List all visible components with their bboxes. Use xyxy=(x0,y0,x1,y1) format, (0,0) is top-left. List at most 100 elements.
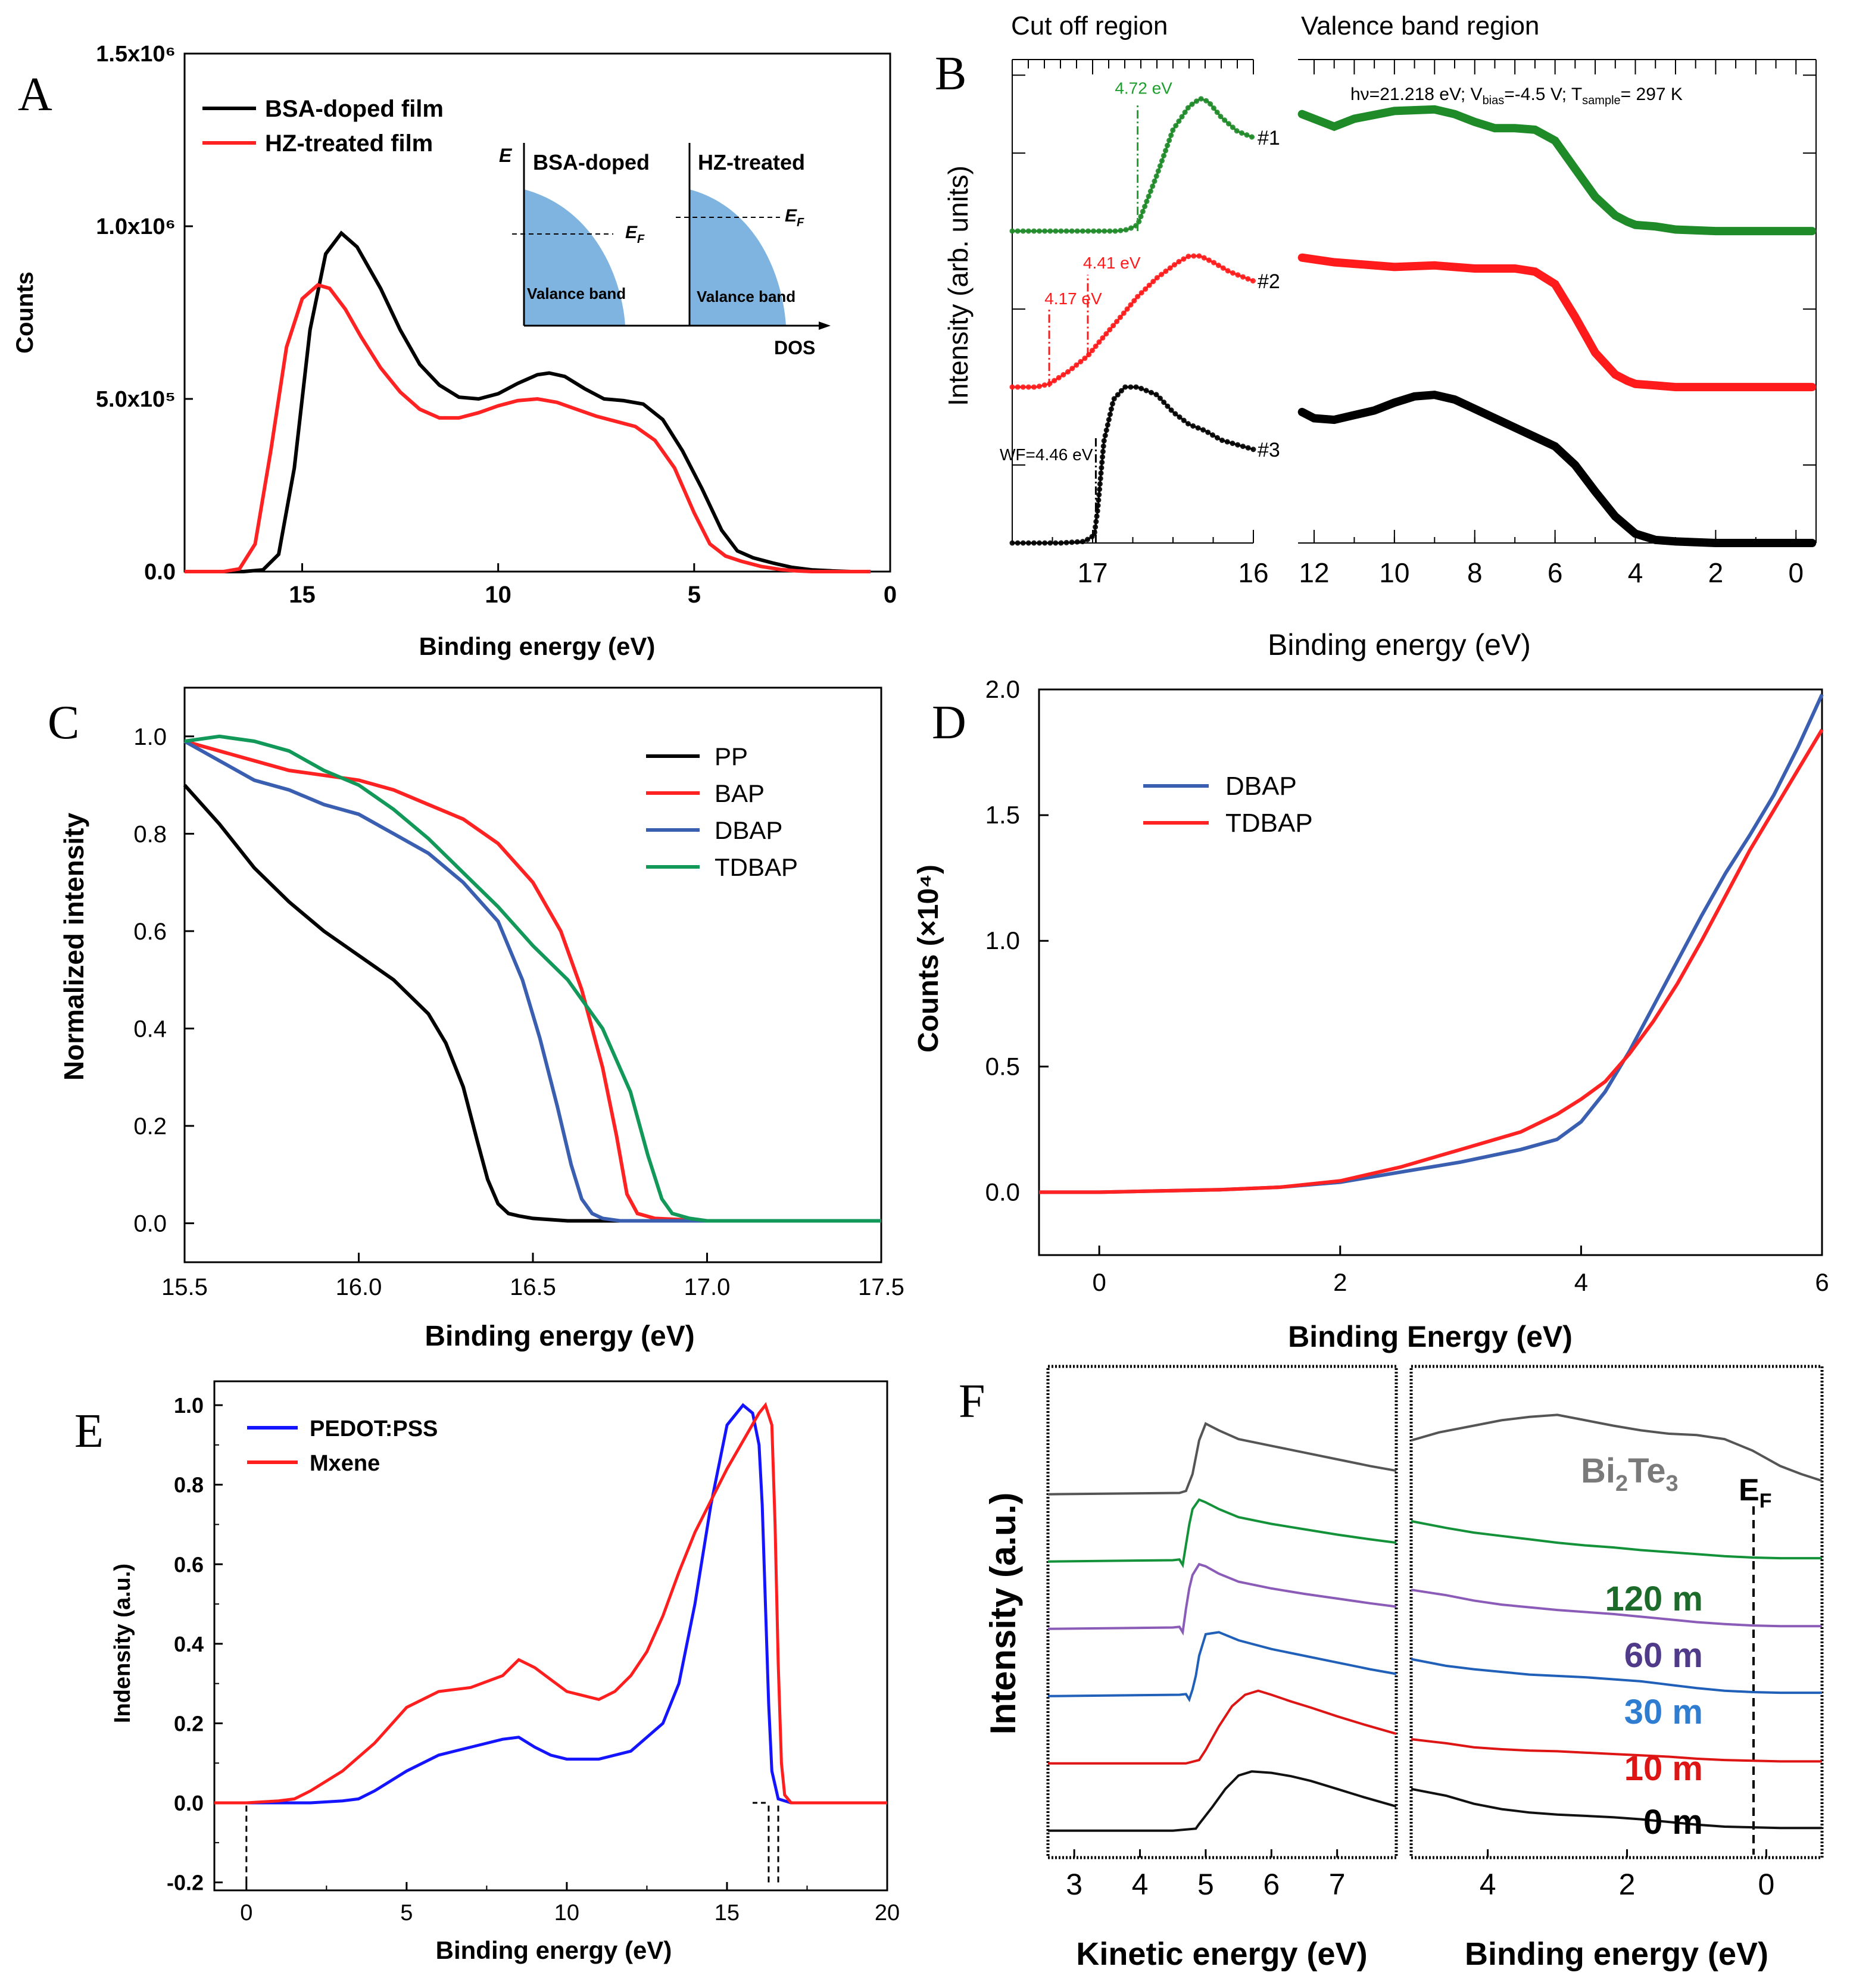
panel-e-legend-label: Mxene xyxy=(310,1451,380,1476)
panel-c-frame xyxy=(183,686,882,1263)
panel-f-right-xtick-label: 2 xyxy=(1619,1868,1636,1901)
panel-a-ytick-label: 1.5x10⁶ xyxy=(96,42,176,67)
panel-b-top-left: Cut off region xyxy=(1011,11,1168,40)
panel-f-time-label: 0 m xyxy=(1643,1803,1703,1842)
panel-b-xtick-label: 8 xyxy=(1467,557,1483,588)
panel-f-time-label: 30 m xyxy=(1624,1693,1703,1731)
panel-d-legend-label-tdbap: TDBAP xyxy=(1225,809,1313,838)
panel-a-series-hz xyxy=(185,283,871,573)
panel-c-ytick-label: 0.6 xyxy=(133,919,167,945)
panel-b-series-label: #2 xyxy=(1258,270,1280,293)
panel-f-right-xtick-label: 4 xyxy=(1480,1868,1496,1901)
panel-c-ytick-label: 0.0 xyxy=(133,1211,167,1237)
panel-e-ytick-label: 0.4 xyxy=(174,1632,204,1656)
panel-d-ytick-label: 0.5 xyxy=(985,1052,1020,1080)
panel-e-ytick-label: -0.2 xyxy=(167,1871,204,1895)
panel-e-ytick-label: 0.6 xyxy=(174,1552,204,1577)
panel-d-xtick-label: 2 xyxy=(1333,1268,1347,1296)
panel-f-right-frame xyxy=(1409,1365,1824,1859)
panel-d-ytick-label: 1.0 xyxy=(985,926,1020,954)
inset-band-left xyxy=(524,189,625,326)
panel-e-ytick-label: 0.2 xyxy=(174,1711,204,1736)
inset-ef-left-e: E xyxy=(625,223,638,242)
panel-a-xlabel: Binding energy (eV) xyxy=(419,632,656,660)
panel-e-ytick-label: 0.0 xyxy=(174,1791,204,1815)
panel-f-left-xtick-label: 5 xyxy=(1197,1868,1214,1901)
panel-b-ylabel: Intensity (arb. units) xyxy=(943,166,974,406)
panel-b-vb-curve-2 xyxy=(1297,253,1817,392)
panel-d-ytick-label: 0.0 xyxy=(985,1178,1020,1206)
panel-f-be-curve xyxy=(1411,1787,1822,1830)
panel-e-series-pedot-pss xyxy=(214,1403,887,1805)
panel-b-xtick-label: 10 xyxy=(1379,557,1409,588)
panel-d-series-dbap xyxy=(1039,694,1824,1194)
panel-a-ylabel: Counts xyxy=(12,271,38,354)
panel-a-frame xyxy=(183,52,891,573)
panel-c-xtick-label: 16.5 xyxy=(510,1274,556,1300)
panel-d-xtick-label: 4 xyxy=(1574,1268,1588,1296)
panel-c-xtick-label: 17.0 xyxy=(684,1274,731,1300)
panel-letter-b: B xyxy=(935,48,966,100)
panel-f-bi2te3-label: Bi2Te3 xyxy=(1581,1452,1679,1496)
panel-c-xtick-label: 16.0 xyxy=(336,1274,382,1300)
panel-e-xlabel: Binding energy (eV) xyxy=(436,1936,672,1964)
panel-f-ylabel: Intensity (a.u.) xyxy=(983,1493,1023,1735)
panel-letter-c: C xyxy=(48,697,79,749)
panel-c-legend-label-tdbap: TDBAP xyxy=(715,853,798,881)
panel-c-series-dbap xyxy=(183,739,881,1223)
panel-c-series-pp xyxy=(183,784,881,1223)
panel-a-ytick-label: 5.0x10⁵ xyxy=(96,387,176,412)
panel-c-xlabel: Binding energy (eV) xyxy=(425,1321,694,1352)
panel-f-left-xlabel: Kinetic energy (eV) xyxy=(1076,1936,1367,1972)
panel-c-legend-label-pp: PP xyxy=(715,742,748,770)
inset-dos-label: DOS xyxy=(774,337,815,358)
panel-f-be-curve xyxy=(1411,1413,1823,1483)
inset-left-title: BSA-doped xyxy=(533,150,650,174)
panel-e: Indensity (a.u.) Binding energy (eV) 0 5 1… xyxy=(110,1380,900,1964)
panel-f-fermi-label: EF xyxy=(1739,1473,1771,1512)
inset-band-label-right: Valance band xyxy=(697,288,795,305)
panel-f-ke-curve xyxy=(1048,1689,1397,1765)
panel-f-be-curve xyxy=(1411,1738,1822,1763)
panel-e-ylabel: Indensity (a.u.) xyxy=(110,1563,135,1723)
panel-d-ylabel: Counts (×10⁴) xyxy=(913,865,944,1053)
panel-b-xtick-label: 12 xyxy=(1299,557,1329,588)
panel-c-xtick-label: 15.5 xyxy=(161,1274,208,1300)
inset-ef-right-sub: F xyxy=(797,216,804,229)
panel-b-xtick-label: 16 xyxy=(1238,557,1268,588)
panel-f-left-xtick-label: 3 xyxy=(1066,1868,1082,1901)
panel-b-marker-label: 4.41 eV xyxy=(1083,254,1141,272)
panel-f-time-label: 10 m xyxy=(1624,1749,1703,1788)
panel-d: Counts (×10⁴) Binding Energy (eV) 0 2 4 6 0.… xyxy=(913,675,1829,1353)
panel-f-left-xtick-label: 4 xyxy=(1132,1868,1149,1901)
panel-e-xtick-label: 15 xyxy=(715,1900,740,1925)
panel-d-xtick-label: 0 xyxy=(1092,1268,1106,1296)
panel-d-series-tdbap xyxy=(1039,729,1824,1194)
panel-d-ytick-label: 2.0 xyxy=(985,675,1020,703)
panel-c-ytick-label: 0.8 xyxy=(133,821,167,847)
panel-b-xtick-label: 0 xyxy=(1788,557,1804,588)
bi2te3-part: Te xyxy=(1628,1452,1665,1490)
panel-f-be-curve xyxy=(1411,1658,1822,1694)
panel-a-xtick-label: 15 xyxy=(289,582,316,608)
panel-b-vb-curve-3 xyxy=(1297,391,1817,547)
panel-c-ytick-label: 1.0 xyxy=(133,724,167,750)
panel-a-xtick-label: 10 xyxy=(485,582,511,608)
bi2te3-part: Bi xyxy=(1581,1452,1615,1490)
panel-b-note: hν=21.218 eV; Vbias=-4.5 V; Tsample= 297… xyxy=(1350,85,1683,107)
panel-c: Normalized intensity Binding energy (eV)… xyxy=(58,686,904,1352)
panel-f-right-xtick-label: 0 xyxy=(1758,1868,1775,1901)
panel-a-ytick-label: 0.0 xyxy=(144,560,176,585)
panel-c-legend-label-bap: BAP xyxy=(715,779,765,807)
panel-b-marker-label: 4.72 eV xyxy=(1115,79,1172,98)
panel-e-xtick-label: 0 xyxy=(240,1900,252,1925)
note-part-3: sample xyxy=(1582,94,1620,107)
fermi-sub: F xyxy=(1759,1490,1772,1512)
panel-f-left-frame xyxy=(1046,1365,1398,1859)
panel-f-time-label: 60 m xyxy=(1624,1636,1703,1675)
panel-letter-f: F xyxy=(959,1375,985,1428)
inset-e-label: E xyxy=(499,145,513,166)
panel-b-marker-label: WF=4.46 eV xyxy=(1000,445,1093,464)
panel-c-legend-label-dbap: DBAP xyxy=(715,816,782,844)
panel-b-top-right: Valence band region xyxy=(1301,11,1539,40)
